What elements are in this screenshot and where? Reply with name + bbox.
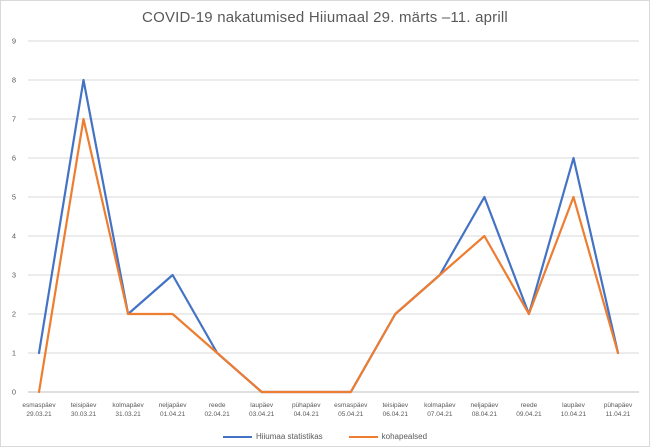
- y-axis-tick-label: 8: [12, 76, 16, 85]
- legend-item-kohapealsed: kohapealsed: [348, 432, 428, 441]
- y-axis-tick-label: 7: [12, 115, 16, 124]
- legend-line-swatch-orange: [348, 435, 378, 438]
- y-axis-tick-label: 9: [12, 37, 16, 46]
- y-axis-tick-label: 5: [12, 193, 16, 202]
- y-axis-tick-label: 1: [12, 349, 16, 358]
- x-axis-category-label: teisipäev 30.03.21: [71, 402, 97, 418]
- legend-item-hiiumaa-statistikas: Hiiumaa statistikas: [222, 432, 323, 441]
- y-axis-tick-label: 0: [12, 388, 16, 397]
- x-axis-category-label: kolmapäev 31.03.21: [112, 402, 144, 418]
- x-axis-category-label: laupäev 10.04.21: [561, 402, 587, 418]
- chart-title: COVID-19 nakatumised Hiiumaal 29. märts …: [142, 9, 508, 26]
- x-axis-category-label: reede 09.04.21: [516, 402, 542, 418]
- y-axis-tick-label: 3: [12, 271, 16, 280]
- legend-label-hiiumaa-statistikas: Hiiumaa statistikas: [255, 432, 323, 441]
- x-axis-category-label: pühapäev 04.04.21: [292, 402, 321, 418]
- series-line-kohapealsed: [37, 117, 620, 394]
- x-axis-category-label: reede 02.04.21: [204, 402, 230, 418]
- x-axis-category-label: esmaspäev 29.03.21: [22, 402, 56, 418]
- y-axis-tick-label: 6: [12, 154, 16, 163]
- chart-legend: Hiiumaa statistikas kohapealsed: [1, 432, 649, 441]
- y-axis-tick-label: 2: [12, 310, 16, 319]
- legend-label-kohapealsed: kohapealsed: [381, 432, 428, 441]
- x-axis-category-label: neljapäev 01.04.21: [159, 402, 188, 418]
- x-axis-category-label: teisipäev 06.04.21: [382, 402, 408, 418]
- x-axis-category-label: laupäev 03.04.21: [249, 402, 275, 418]
- x-axis-category-label: esmaspäev 05.04.21: [334, 402, 368, 418]
- y-axis-tick-label: 4: [12, 232, 16, 241]
- x-axis-category-label: neljapäev 08.04.21: [470, 402, 499, 418]
- x-axis-category-label: pühapäev 11.04.21: [604, 402, 633, 418]
- x-axis-category-label: kolmapäev 07.04.21: [424, 402, 456, 418]
- legend-line-swatch-blue: [222, 435, 252, 438]
